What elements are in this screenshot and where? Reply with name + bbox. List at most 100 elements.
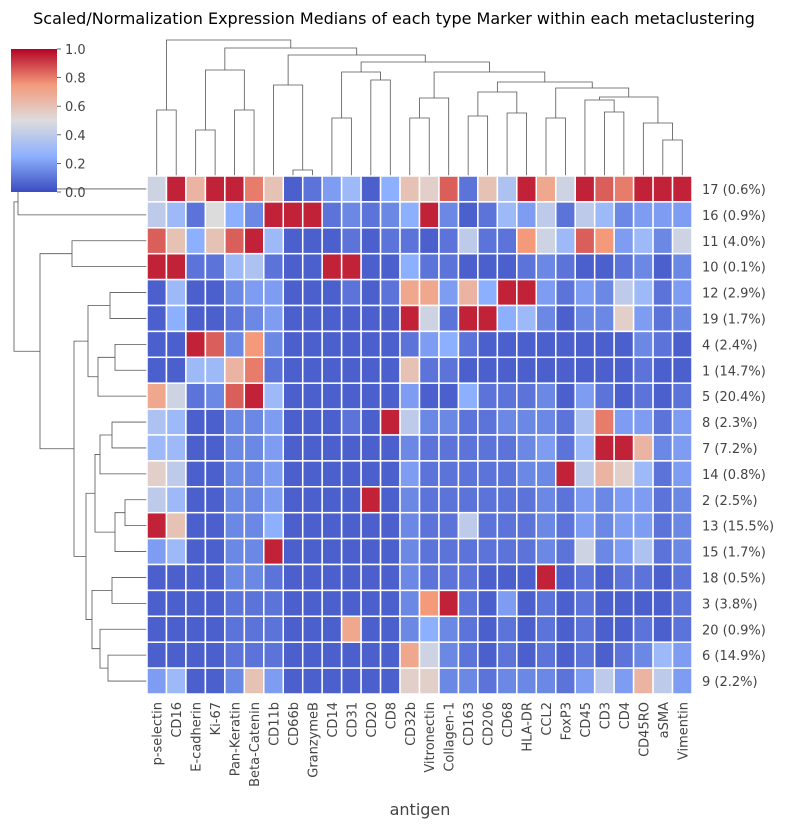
heatmap-cell <box>263 408 284 436</box>
heatmap-cell <box>360 252 382 281</box>
heatmap-cell <box>593 252 615 281</box>
heatmap-cell <box>438 330 460 359</box>
heatmap-cell <box>185 667 207 695</box>
heatmap-cell <box>457 511 479 540</box>
heatmap-cell <box>301 641 323 669</box>
heatmap-cell <box>632 408 654 436</box>
heatmap-cell <box>282 227 304 255</box>
heatmap-cell <box>224 252 246 281</box>
heatmap-cell <box>185 537 207 566</box>
heatmap-cell <box>477 667 499 695</box>
heatmap-cell <box>652 667 674 695</box>
dendrogram-link <box>107 654 147 682</box>
heatmap-cell <box>204 356 226 384</box>
heatmap-cell <box>360 304 382 333</box>
heatmap-cell <box>165 356 187 384</box>
heatmap-cell <box>593 511 615 540</box>
row-tick-label: 7 (7.2%) <box>702 442 758 457</box>
heatmap-cell <box>418 434 440 462</box>
heatmap-cell <box>438 175 460 203</box>
heatmap-cell <box>340 486 362 514</box>
heatmap-cell <box>516 486 538 514</box>
heatmap-cell <box>399 175 421 203</box>
heatmap-cell <box>399 252 421 281</box>
heatmap-cell <box>263 641 284 669</box>
column-tick-labels: p-selectin CD16 E-cadherin Ki-67 Pan-Keratin… <box>151 702 692 787</box>
heatmap-cell <box>477 408 499 436</box>
heatmap-cell <box>535 460 557 488</box>
heatmap-cell <box>263 486 284 514</box>
heatmap-cell <box>555 486 576 514</box>
row-tick-label: 6 (14.9%) <box>702 649 766 664</box>
heatmap-cell <box>438 382 460 410</box>
heatmap-cell <box>516 201 538 229</box>
heatmap-cell <box>418 486 440 514</box>
heatmap-cell <box>457 201 479 229</box>
column-tick-label: CD163 <box>462 702 477 746</box>
heatmap-cell <box>321 589 343 618</box>
colorbar-tick-label: 0.6 <box>65 100 86 115</box>
heatmap-cell <box>301 227 323 255</box>
heatmap-cell <box>671 511 693 540</box>
heatmap-cell <box>282 201 304 229</box>
heatmap-cell <box>340 201 362 229</box>
heatmap-cell <box>613 304 635 333</box>
heatmap-cell <box>360 278 382 307</box>
heatmap-cell <box>477 201 499 229</box>
dendrogram-link <box>506 112 527 176</box>
heatmap-cell <box>185 252 207 281</box>
heatmap-cell <box>243 408 265 436</box>
heatmap-cell <box>652 589 674 618</box>
heatmap-cell <box>243 563 265 592</box>
heatmap-cell <box>360 460 382 488</box>
heatmap-cell <box>613 434 635 462</box>
column-tick-label: CCL2 <box>540 702 555 736</box>
heatmap-cell <box>224 356 246 384</box>
heatmap-cell <box>535 408 557 436</box>
heatmap-cell <box>399 563 421 592</box>
colorbar-tick-label: 0.0 <box>65 186 86 201</box>
column-tick-label: CD206 <box>482 702 497 746</box>
heatmap-cell <box>321 537 343 566</box>
heatmap-cell <box>185 175 207 203</box>
heatmap-cell <box>224 563 246 592</box>
heatmap-cell <box>671 175 693 203</box>
row-tick-label: 1 (14.7%) <box>702 364 766 379</box>
heatmap-cell <box>613 201 635 229</box>
heatmap-cell <box>185 356 207 384</box>
heatmap-cell <box>496 667 518 695</box>
heatmap-cell <box>574 615 596 643</box>
heatmap-cell <box>165 304 187 333</box>
heatmap-cell <box>632 486 654 514</box>
heatmap-cell <box>477 563 499 592</box>
heatmap-cell <box>477 537 499 566</box>
heatmap-cell <box>185 434 207 462</box>
heatmap-cell <box>671 382 693 410</box>
heatmap-cell <box>360 511 382 540</box>
heatmap-cell <box>165 486 187 514</box>
x-axis-label: antigen <box>390 800 451 819</box>
heatmap-cell <box>360 356 382 384</box>
dendrogram-link <box>467 115 489 176</box>
heatmap-cell <box>165 589 187 618</box>
heatmap-cell <box>204 667 226 695</box>
heatmap-cell <box>263 511 284 540</box>
heatmap-cell <box>516 641 538 669</box>
heatmap-cell <box>613 278 635 307</box>
dendrogram-link <box>85 492 95 620</box>
heatmap-cell <box>574 434 596 462</box>
heatmap-cell <box>282 304 304 333</box>
heatmap-cell <box>516 434 538 462</box>
heatmap-cell <box>593 408 615 436</box>
heatmap-cell <box>418 201 440 229</box>
heatmap-cell <box>574 511 596 540</box>
dendrogram-link <box>224 47 358 70</box>
dendrogram-link <box>409 117 430 176</box>
dendrogram-link <box>204 69 245 130</box>
heatmap-cell <box>282 537 304 566</box>
column-tick-label: CD4 <box>618 702 633 729</box>
heatmap-cell <box>555 589 576 618</box>
heatmap-cell <box>282 486 304 514</box>
heatmap-cell <box>379 356 401 384</box>
column-tick-label: p-selectin <box>151 702 166 765</box>
